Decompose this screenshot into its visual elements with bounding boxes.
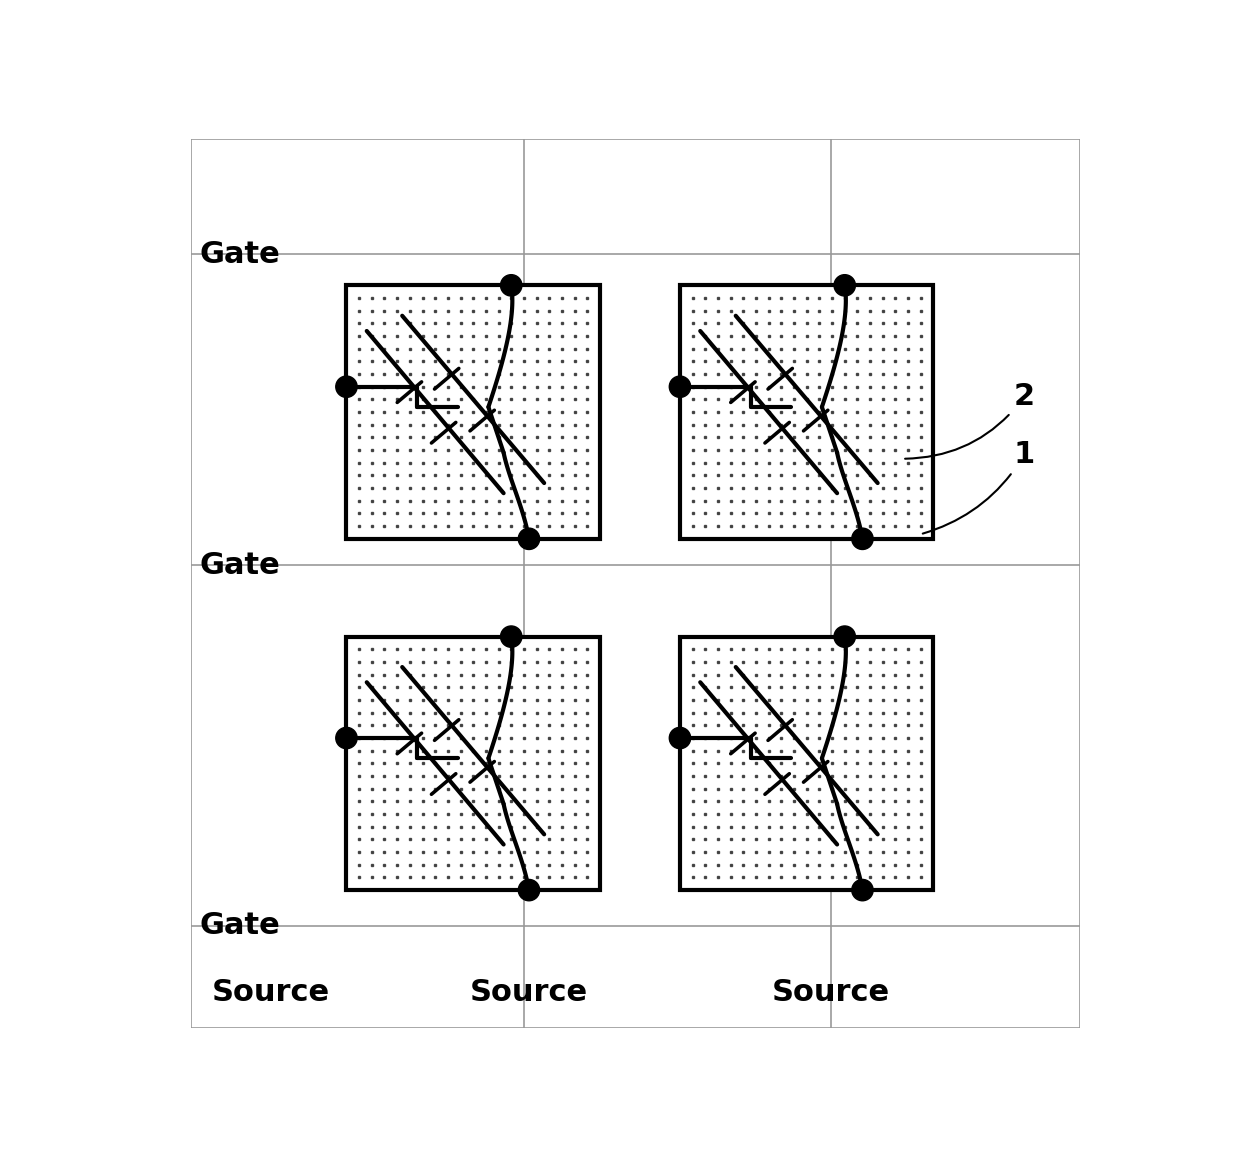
Circle shape (670, 728, 691, 748)
Text: Gate: Gate (200, 911, 280, 940)
Text: 2: 2 (905, 382, 1034, 459)
Bar (346, 636, 600, 891)
Text: 1: 1 (923, 440, 1034, 534)
Circle shape (852, 879, 873, 901)
Circle shape (835, 626, 856, 647)
Circle shape (852, 528, 873, 550)
Circle shape (336, 728, 357, 748)
Circle shape (336, 377, 357, 397)
Text: Source: Source (773, 978, 890, 1007)
Bar (680, 285, 934, 538)
Circle shape (501, 275, 522, 296)
Circle shape (501, 626, 522, 647)
Text: Gate: Gate (200, 551, 280, 580)
Text: Source: Source (470, 978, 588, 1007)
Circle shape (518, 879, 539, 901)
Text: Gate: Gate (200, 240, 280, 269)
Bar (680, 636, 934, 891)
Circle shape (670, 377, 691, 397)
Text: Source: Source (212, 978, 330, 1007)
Bar (346, 285, 600, 538)
Circle shape (518, 528, 539, 550)
Circle shape (835, 275, 856, 296)
